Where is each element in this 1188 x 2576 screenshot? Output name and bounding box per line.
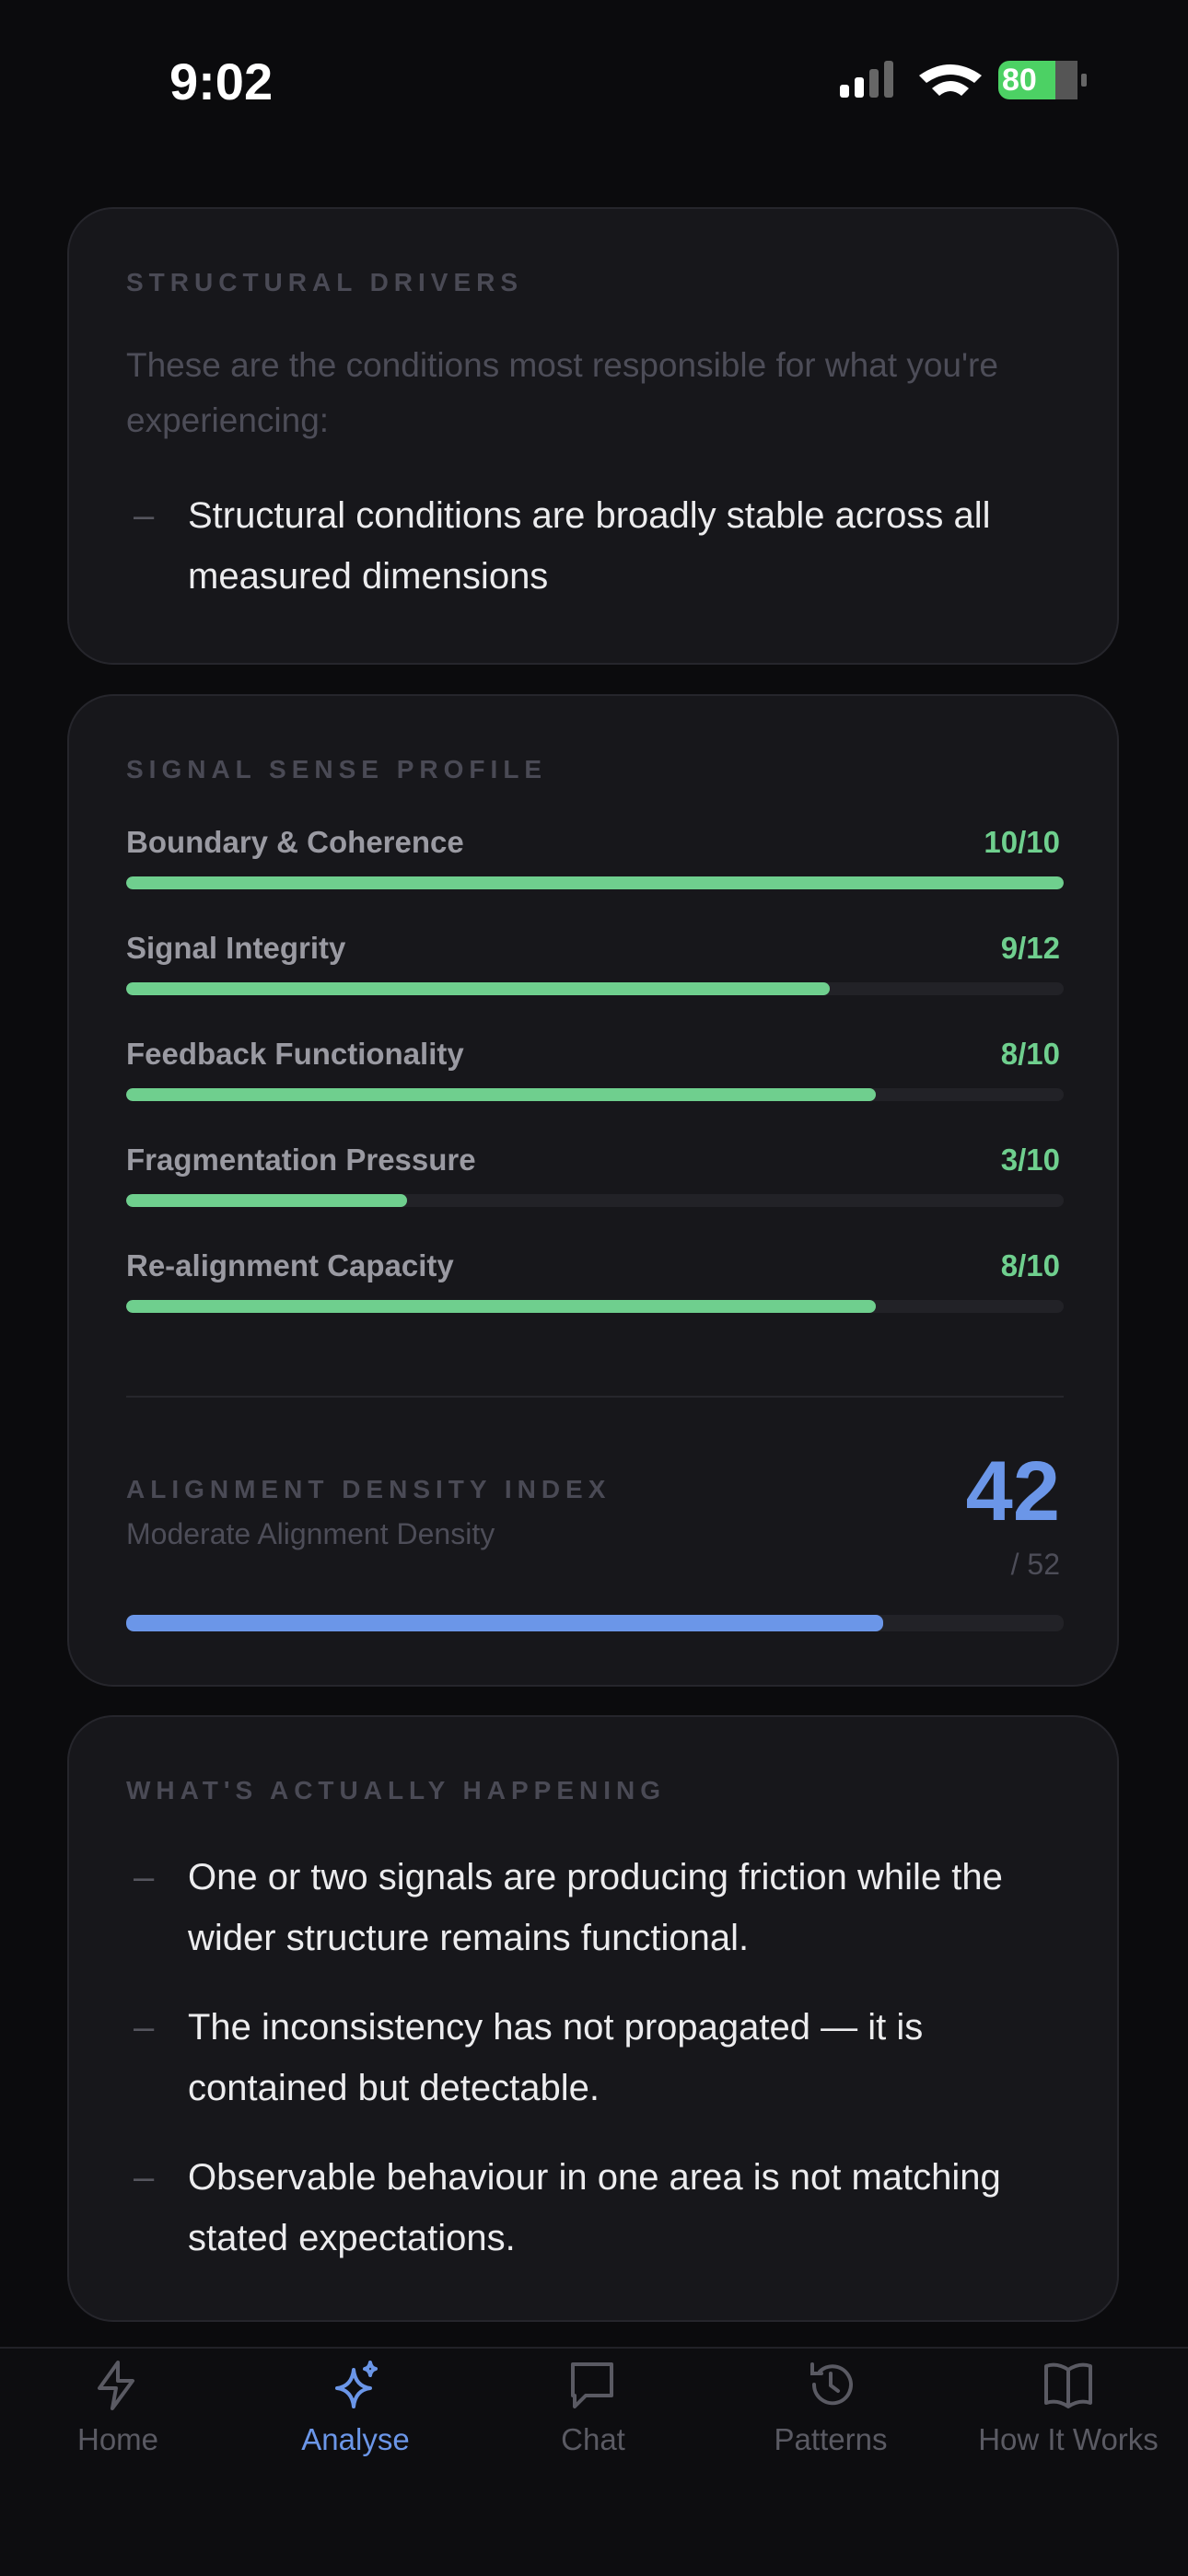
- tab-icon: [98, 2361, 134, 2410]
- bar-track: [126, 982, 1064, 995]
- status-icons: [840, 61, 1087, 99]
- divider: [126, 1396, 1064, 1398]
- row-value: 10/10: [984, 825, 1060, 859]
- bullet-text: The inconsistency has not propagated — i…: [188, 2007, 924, 2108]
- heading: SIGNAL SENSE PROFILE: [126, 755, 548, 783]
- bar: [126, 1194, 408, 1207]
- index-max: / 52: [1010, 1548, 1060, 1581]
- index-bar: [126, 1615, 884, 1631]
- intro: These are the conditions most responsibl…: [126, 346, 998, 439]
- row-value: 3/10: [1000, 1143, 1060, 1177]
- index-value: 42: [965, 1445, 1060, 1538]
- bullet: – Observable behaviour in one area is not…: [126, 2147, 1047, 2269]
- tab-icon: [335, 2361, 378, 2408]
- tab-label: Analyse: [301, 2422, 410, 2456]
- bullet: – One or two signals are producing fricti…: [126, 1847, 1047, 1968]
- tab-bar: [0, 2347, 1188, 2576]
- tab[interactable]: How It Works: [958, 2357, 1179, 2457]
- row-value: 9/12: [1000, 931, 1060, 965]
- tab-label: Chat: [561, 2422, 625, 2456]
- tab[interactable]: Patterns: [720, 2357, 941, 2457]
- bar-track: [126, 1194, 1064, 1207]
- bar: [126, 982, 830, 995]
- row-label: Fragmentation Pressure: [126, 1143, 476, 1177]
- time: 9:02: [169, 52, 274, 110]
- index-subtitle: Moderate Alignment Density: [126, 1517, 495, 1550]
- row-label: Feedback Functionality: [126, 1037, 464, 1071]
- row-label: Boundary & Coherence: [126, 825, 464, 859]
- bullet: – The inconsistency has not propagated — …: [126, 1997, 1047, 2118]
- bar-track: [126, 1300, 1064, 1313]
- profile-card: SIGNAL SENSE PROFILE ALIGNMENT DENSITY I…: [67, 694, 1119, 1687]
- tab-label: How It Works: [978, 2422, 1159, 2456]
- bar: [126, 1088, 877, 1101]
- bullet-text: Structural conditions are broadly stable…: [188, 495, 991, 597]
- heading: WHAT'S ACTUALLY HAPPENING: [126, 1776, 667, 1804]
- bar-track: [126, 876, 1064, 889]
- row-label: Signal Integrity: [126, 931, 346, 965]
- tab[interactable]: Home: [7, 2357, 228, 2457]
- bullet-text: One or two signals are producing frictio…: [188, 1857, 1003, 1958]
- tab-label: Home: [76, 2422, 159, 2456]
- tab-icon: [810, 2362, 853, 2406]
- bar: [126, 876, 1064, 889]
- tab[interactable]: Analyse: [245, 2357, 466, 2457]
- index-track: [126, 1615, 1064, 1631]
- tab-icon: [571, 2362, 613, 2408]
- happening-card: WHAT'S ACTUALLY HAPPENING – One or two si…: [67, 1715, 1119, 2322]
- row-label: Re-alignment Capacity: [126, 1248, 454, 1282]
- tab-label: Patterns: [774, 2422, 888, 2456]
- battery: 80: [1002, 63, 1037, 98]
- heading: STRUCTURAL DRIVERS: [126, 268, 524, 296]
- drivers-card: STRUCTURAL DRIVERS These are the conditi…: [67, 207, 1119, 665]
- row-value: 8/10: [1000, 1248, 1060, 1282]
- tab-icon: [1044, 2362, 1092, 2408]
- bullet: – Structural conditions are broadly stabl…: [126, 485, 1047, 607]
- bar: [126, 1300, 877, 1313]
- index-heading: ALIGNMENT DENSITY INDEX: [126, 1475, 611, 1503]
- tab[interactable]: Chat: [483, 2357, 704, 2457]
- row-value: 8/10: [1000, 1037, 1060, 1071]
- bar-track: [126, 1088, 1064, 1101]
- bullet-text: Observable behaviour in one area is not …: [188, 2157, 1001, 2258]
